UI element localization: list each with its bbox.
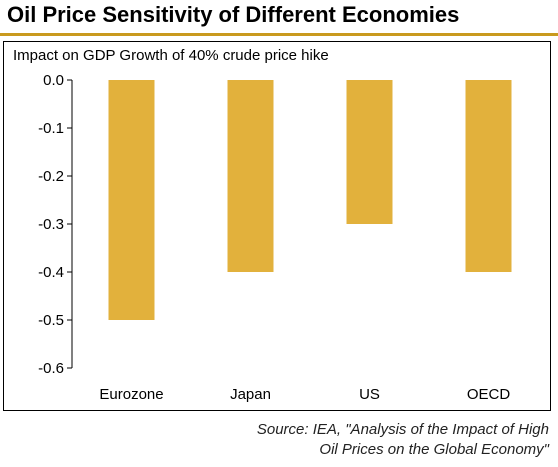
bar-oecd	[465, 80, 512, 272]
source-line-2: Oil Prices on the Global Economy"	[319, 441, 549, 458]
y-tick-label: 0.0	[43, 72, 64, 89]
title-underline	[0, 33, 558, 36]
bar-eurozone	[108, 80, 155, 320]
y-tick-label: -0.5	[38, 312, 64, 329]
x-category-label: Eurozone	[99, 386, 163, 403]
y-tick-label: -0.3	[38, 216, 64, 233]
y-axis-label: Impact on GDP Growth of 40% crude price …	[13, 47, 329, 64]
bar-us	[346, 80, 393, 224]
y-tick-label: -0.1	[38, 120, 64, 137]
source-note: Source: IEA, "Analysis of the Impact of …	[129, 420, 549, 460]
y-tick-label: -0.2	[38, 168, 64, 185]
x-axis: Eurozone Japan US OECD	[99, 386, 510, 403]
y-tick-label: -0.6	[38, 360, 64, 377]
chart-title: Oil Price Sensitivity of Different Econo…	[7, 2, 460, 27]
chart-frame	[3, 41, 551, 411]
x-category-label: US	[359, 386, 380, 403]
x-category-label: OECD	[467, 386, 511, 403]
bar-japan	[227, 80, 274, 272]
x-category-label: Japan	[230, 386, 271, 403]
y-tick-label: -0.4	[38, 264, 64, 281]
bars-group	[108, 80, 512, 320]
y-axis: 0.0 -0.1 -0.2 -0.3 -0.4 -0.5 -0.6	[38, 72, 73, 377]
source-line-1: Source: IEA, "Analysis of the Impact of …	[256, 421, 549, 438]
